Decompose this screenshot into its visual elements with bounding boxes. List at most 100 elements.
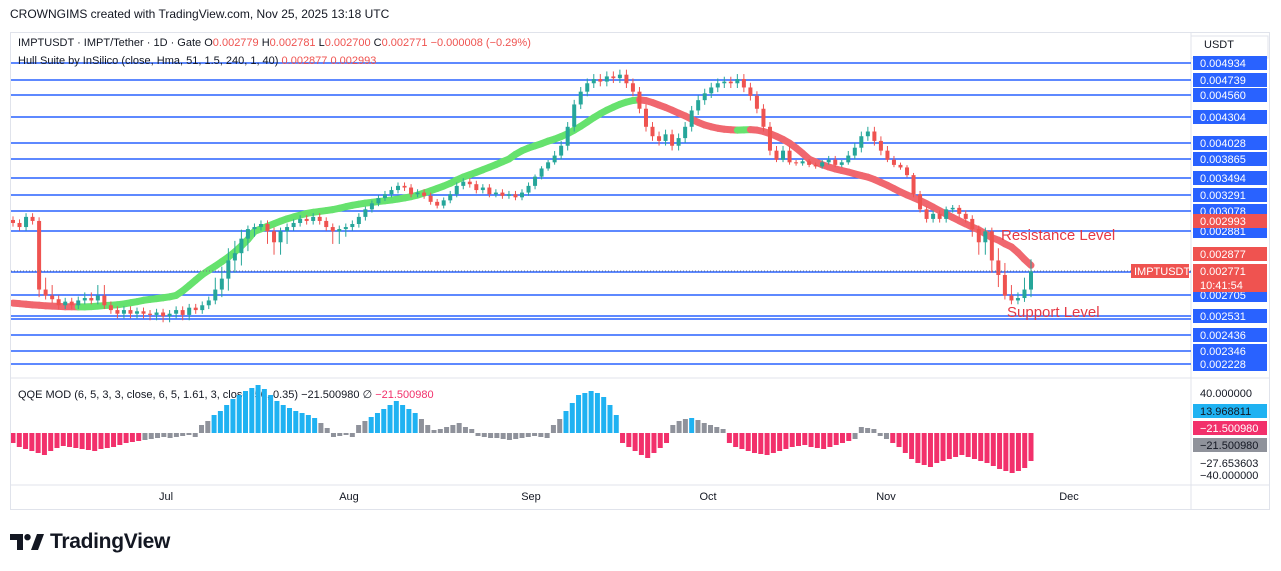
qqe-bar — [1009, 433, 1015, 473]
qqe-bar — [915, 433, 921, 463]
candle-body — [409, 187, 414, 195]
candle-body — [298, 218, 303, 223]
legend-part: −21.500980 — [301, 389, 362, 401]
qqe-bar — [783, 433, 789, 449]
qqe-bar — [821, 433, 827, 449]
qqe-bar — [871, 429, 877, 433]
qqe-bar — [104, 433, 110, 448]
support-label: Support Level — [1007, 304, 1100, 321]
candle-body — [722, 81, 727, 84]
qqe-bar — [180, 433, 186, 436]
qqe-bar — [506, 433, 512, 440]
qqe-bar — [789, 433, 795, 447]
candle-body — [983, 231, 988, 243]
price-label: 0.004739 — [1200, 75, 1246, 87]
candle-body — [24, 216, 29, 228]
qqe-bar — [971, 433, 977, 459]
qqe-bar — [1022, 433, 1028, 468]
candle-body — [878, 140, 883, 151]
price-label: 0.002346 — [1200, 346, 1246, 358]
current-price-bg — [1193, 264, 1267, 292]
legend-symbol-line: IMPTUSDT · IMPT/Tether · 1D · Gate O0.00… — [18, 37, 531, 49]
price-label-bg — [1193, 188, 1267, 202]
qqe-bar — [356, 425, 362, 433]
tradingview-footer[interactable]: TradingView — [10, 529, 170, 555]
qqe-bar — [758, 433, 764, 454]
candle-body — [643, 108, 648, 127]
candle-body — [905, 167, 910, 176]
qqe-bar — [519, 433, 525, 438]
candle-body — [598, 79, 603, 82]
candle-body — [363, 209, 368, 217]
qqe-bar — [883, 433, 889, 439]
candle-body — [839, 162, 844, 165]
candle-body — [885, 150, 890, 160]
candle-body — [794, 162, 799, 164]
qqe-bar — [286, 408, 292, 433]
candle-body — [487, 187, 492, 195]
qqe-bar — [638, 433, 644, 455]
resistance-label: Resistance Level — [1001, 227, 1115, 244]
candle-body — [670, 134, 675, 146]
candle-body — [918, 194, 923, 210]
candle-body — [578, 91, 583, 105]
chart-header: CROWNGIMS created with TradingView.com, … — [10, 7, 390, 21]
candle-body — [278, 231, 283, 243]
chart-svg[interactable]: Resistance Level Support Level IMPTUSDT … — [11, 33, 1269, 509]
price-label-bg — [1193, 88, 1267, 102]
qqe-bar — [48, 433, 54, 451]
time-label: Dec — [1059, 491, 1079, 503]
qqe-bar — [374, 413, 380, 433]
candle-body — [95, 295, 100, 301]
qqe-bar — [305, 415, 311, 433]
qqe-bar — [745, 433, 751, 451]
price-label: 0.003865 — [1200, 154, 1246, 166]
candle-body — [69, 301, 74, 306]
candle-body — [650, 126, 655, 137]
qqe-histogram — [11, 385, 1034, 473]
qqe-bar — [456, 423, 462, 433]
qqe-bar — [607, 405, 613, 433]
candle-body — [872, 131, 877, 141]
price-label-bg — [1193, 357, 1267, 371]
candle-body — [865, 131, 870, 137]
qqe-bar — [802, 433, 808, 445]
legend-part: 0.002993 — [330, 55, 376, 67]
qqe-bar — [475, 433, 481, 436]
candle-body — [500, 192, 505, 196]
qqe-bar — [953, 433, 959, 457]
hull-band — [11, 96, 1035, 311]
qqe-bar — [896, 433, 902, 447]
qqe-axis-bottom: −40.000000 — [1200, 470, 1258, 482]
candle-body — [702, 93, 707, 101]
candle-body — [82, 298, 87, 301]
qqe-bar — [544, 433, 550, 438]
candle-body — [291, 222, 296, 228]
price-label: 0.004304 — [1200, 112, 1246, 124]
qqe-bar — [481, 433, 487, 437]
qqe-bar — [230, 399, 236, 433]
candle-body — [63, 301, 68, 306]
time-label: Sep — [521, 491, 541, 503]
qqe-bar — [337, 433, 343, 436]
qqe-bar — [186, 433, 192, 435]
candle-body — [911, 175, 916, 195]
price-label: 0.002881 — [1200, 226, 1246, 238]
symbol-tag-bg — [1131, 264, 1189, 278]
qqe-bar — [205, 421, 211, 433]
candle-body — [350, 223, 355, 228]
qqe-bar — [381, 409, 387, 433]
qqe-bar — [984, 433, 990, 463]
qqe-axis-top: 40.000000 — [1200, 388, 1252, 400]
candle-body — [774, 150, 779, 160]
qqe-val: −21.500980 — [1200, 423, 1258, 435]
candle-body — [148, 313, 153, 315]
qqe-bar — [1028, 433, 1034, 461]
candle-body — [898, 164, 903, 168]
price-label-bg — [1193, 136, 1267, 150]
candle-body — [128, 310, 133, 314]
qqe-bar — [720, 429, 726, 433]
qqe-bar — [946, 433, 952, 459]
tradingview-brand: TradingView — [50, 530, 171, 553]
candle-body — [448, 194, 453, 201]
